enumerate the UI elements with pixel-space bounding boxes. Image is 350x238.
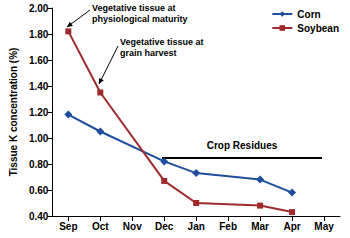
svg-text:physiological maturity: physiological maturity — [92, 14, 188, 24]
svg-text:0.40: 0.40 — [29, 211, 49, 222]
svg-text:May: May — [314, 221, 334, 232]
svg-text:1.20: 1.20 — [29, 107, 49, 118]
svg-text:1.60: 1.60 — [29, 55, 49, 66]
svg-text:0.80: 0.80 — [29, 159, 49, 170]
svg-text:Oct: Oct — [92, 221, 109, 232]
svg-text:Apr: Apr — [283, 221, 300, 232]
svg-text:Nov: Nov — [123, 221, 142, 232]
svg-text:Dec: Dec — [155, 221, 174, 232]
svg-text:Corn: Corn — [297, 9, 320, 20]
svg-text:Vegetative tissue at: Vegetative tissue at — [92, 3, 178, 13]
svg-text:1.40: 1.40 — [29, 81, 49, 92]
svg-text:Vegetative tissue at: Vegetative tissue at — [120, 37, 206, 47]
svg-text:grain harvest: grain harvest — [120, 48, 177, 58]
svg-text:1.80: 1.80 — [29, 29, 49, 40]
svg-text:Feb: Feb — [219, 221, 237, 232]
svg-text:Jan: Jan — [188, 221, 205, 232]
svg-text:0.60: 0.60 — [29, 185, 49, 196]
svg-text:Crop Residues: Crop Residues — [207, 140, 278, 151]
svg-text:Tissue K concentration (%): Tissue K concentration (%) — [8, 48, 19, 177]
svg-text:1.00: 1.00 — [29, 133, 49, 144]
svg-text:2.00: 2.00 — [29, 3, 49, 14]
svg-text:Mar: Mar — [251, 221, 269, 232]
svg-text:Sep: Sep — [59, 221, 77, 232]
svg-text:Soybean: Soybean — [297, 23, 339, 34]
